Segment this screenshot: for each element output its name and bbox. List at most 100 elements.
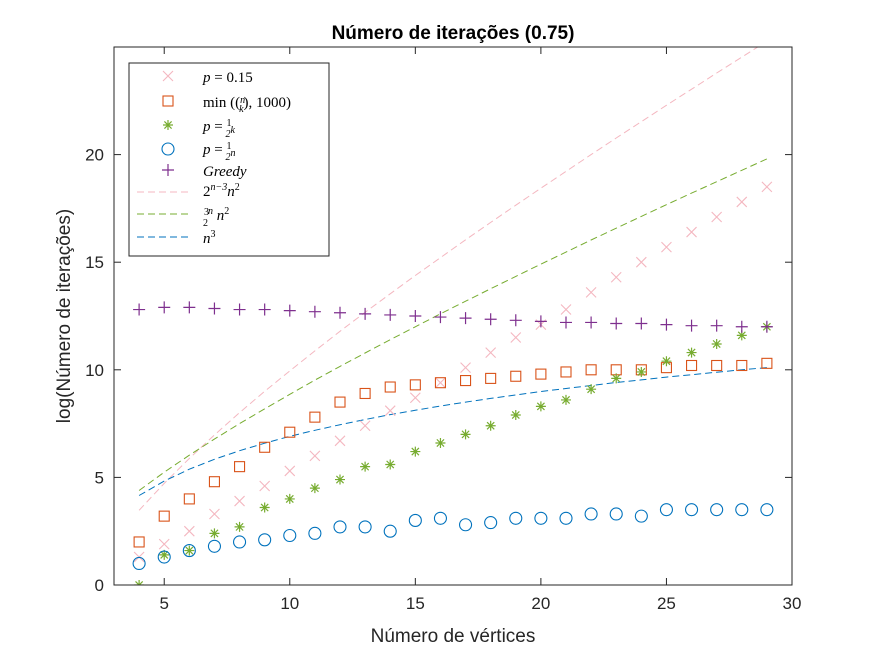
legend-label-greedy: Greedy (203, 164, 247, 180)
point-s3-7-shape (308, 526, 322, 540)
point-s0-23-shape (711, 211, 723, 223)
point-s3-6 (283, 528, 297, 543)
point-s0-11-shape (409, 392, 421, 404)
point-s2-6-shape (284, 493, 295, 504)
point-s0-19-shape (610, 271, 622, 283)
point-s2-15 (510, 409, 521, 420)
legend-symbol-1 (162, 95, 174, 107)
point-s2-7 (309, 483, 320, 494)
point-s4-4 (233, 303, 246, 316)
point-s3-17 (559, 511, 573, 525)
point-s3-22-shape (685, 503, 699, 517)
point-s1-18-shape (585, 364, 597, 376)
point-s1-23 (711, 359, 723, 372)
point-s0-2-shape (183, 525, 195, 537)
point-s4-10-shape (384, 308, 397, 321)
point-s1-24-shape (736, 359, 748, 372)
point-s1-4 (234, 461, 246, 473)
point-s3-5-shape (258, 533, 272, 547)
point-s0-25-shape (761, 181, 773, 193)
point-s2-24-shape (736, 330, 747, 341)
point-s1-6-shape (284, 426, 296, 438)
point-s4-0 (133, 303, 146, 316)
y-axis-label: log(Número de iterações) (54, 209, 75, 423)
point-s3-3-shape (207, 539, 221, 553)
point-s3-5 (258, 533, 272, 547)
point-s3-14-shape (484, 516, 498, 530)
point-s0-3 (209, 508, 220, 520)
point-s1-2-shape (183, 493, 195, 505)
point-s0-15-shape (510, 332, 522, 343)
point-s0-12 (435, 377, 446, 389)
point-s4-17-shape (560, 316, 572, 329)
legend-symbol-0-shape (162, 70, 174, 82)
x-tick-label-5: 5 (159, 594, 168, 613)
y-tick-label-10: 10 (85, 361, 104, 380)
y-tick-label-5: 5 (95, 468, 104, 487)
point-s1-8-shape (334, 396, 346, 408)
y-tick-label-0: 0 (95, 576, 104, 595)
point-s0-5 (259, 480, 271, 492)
series-line-7 (138, 367, 767, 496)
point-s0-8 (334, 435, 346, 447)
point-s3-9-shape (358, 520, 372, 534)
point-s4-22-shape (685, 319, 698, 332)
point-s3-21-shape (659, 503, 673, 517)
point-s0-18-shape (585, 286, 597, 298)
point-s0-17 (560, 304, 572, 315)
point-s4-1-shape (158, 301, 171, 314)
point-s3-1 (157, 550, 171, 564)
point-s3-13-shape (459, 518, 473, 532)
point-s4-12 (434, 311, 447, 324)
point-s2-23-shape (711, 338, 722, 349)
point-s1-2 (183, 493, 195, 505)
point-s2-3 (209, 528, 220, 539)
point-s2-20 (636, 366, 647, 377)
point-s2-23 (711, 338, 722, 349)
point-s4-15-shape (509, 314, 522, 327)
legend-symbol-4 (162, 164, 174, 176)
point-s2-13 (460, 429, 471, 440)
point-s2-7-shape (309, 483, 320, 494)
point-s1-23-shape (711, 359, 723, 372)
point-s3-15-shape (509, 511, 523, 525)
point-s1-5-shape (259, 441, 271, 453)
series-2 (134, 321, 772, 585)
point-s0-14-shape (485, 347, 497, 358)
series-4 (133, 301, 773, 333)
point-s4-2 (183, 301, 196, 314)
point-s1-0-shape (133, 536, 145, 548)
point-s3-2 (182, 544, 196, 558)
point-s3-22 (685, 503, 699, 517)
legend-symbol-3 (161, 142, 175, 156)
point-s2-2 (184, 545, 195, 556)
point-s3-4-shape (233, 535, 247, 549)
point-s2-19 (611, 373, 622, 384)
point-s4-23-shape (710, 319, 723, 332)
point-s3-11 (408, 513, 422, 527)
point-s3-21 (659, 503, 673, 517)
point-s4-19-shape (610, 317, 623, 330)
point-s0-10 (384, 405, 396, 417)
point-s4-7-shape (308, 305, 321, 318)
point-s2-17 (561, 394, 571, 405)
point-s1-11-shape (409, 379, 421, 391)
point-s0-21-shape (661, 241, 672, 253)
point-s4-2-shape (183, 301, 196, 314)
point-s3-11-shape (408, 513, 422, 527)
point-s4-21-shape (660, 318, 673, 331)
point-s1-5 (259, 441, 271, 453)
point-s2-13-shape (460, 429, 471, 440)
point-s4-19 (610, 317, 623, 330)
ticks-layer: 5 10 15 20 25 30 0 5 10 15 20 (85, 47, 801, 613)
point-s4-14-shape (484, 313, 497, 326)
point-s3-0-shape (132, 556, 146, 571)
point-s4-5 (258, 303, 271, 316)
point-s3-10 (383, 524, 397, 538)
point-s4-5-shape (258, 303, 271, 316)
legend-label-c3: n3 (203, 229, 216, 247)
point-s0-8-shape (334, 435, 346, 447)
point-s2-4 (234, 521, 245, 532)
point-s4-7 (308, 305, 321, 318)
point-s2-17-shape (561, 394, 571, 405)
